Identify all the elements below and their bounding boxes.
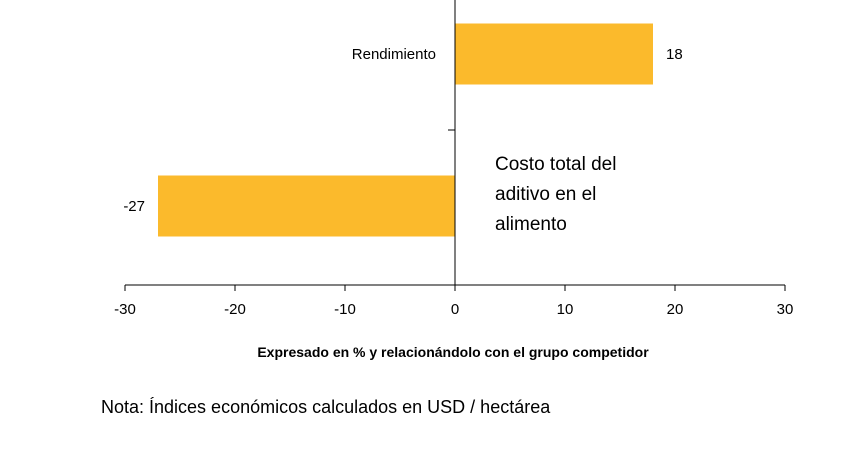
bar-1 bbox=[455, 23, 653, 85]
x-axis-title: Expresado en % y relacionándolo con el g… bbox=[257, 344, 649, 360]
category-label-2: Costo total del aditivo en el alimento bbox=[495, 154, 616, 235]
x-tick-label-1: -30 bbox=[114, 301, 136, 318]
x-tick-label-4: 0 bbox=[451, 301, 459, 318]
data-label-2: -27 bbox=[123, 198, 145, 215]
labels-layer: 18 -27 Rendimiento Costo total del aditivo e… bbox=[114, 46, 793, 318]
axes-layer bbox=[124, 0, 786, 291]
bar-2 bbox=[158, 175, 455, 237]
x-tick-label-6: 20 bbox=[667, 301, 684, 318]
data-label-1: 18 bbox=[666, 46, 683, 63]
x-tick-label-5: 10 bbox=[557, 301, 574, 318]
category-label-1: Rendimiento bbox=[352, 46, 436, 63]
bars-layer bbox=[158, 23, 653, 237]
footnote: Nota: Índices económicos calculados en U… bbox=[101, 397, 551, 417]
x-tick-label-7: 30 bbox=[777, 301, 794, 318]
x-tick-label-2: -20 bbox=[224, 301, 246, 318]
bar-chart: 18 -27 Rendimiento Costo total del aditivo e… bbox=[114, 0, 793, 360]
x-tick-label-3: -10 bbox=[334, 301, 356, 318]
